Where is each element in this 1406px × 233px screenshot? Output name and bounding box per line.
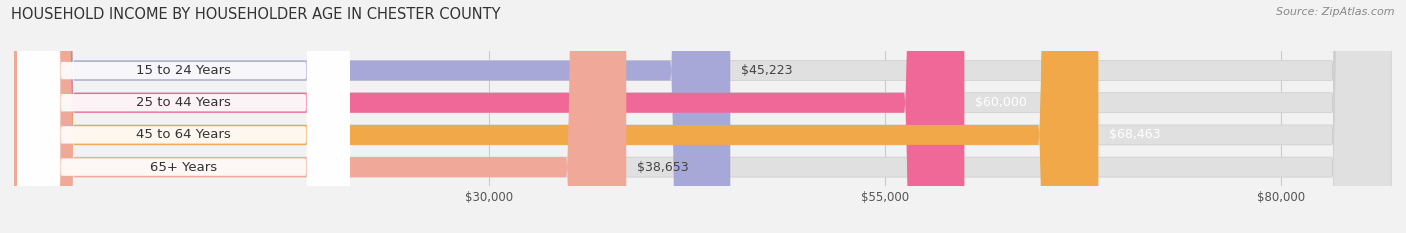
FancyBboxPatch shape [14, 0, 1392, 233]
Text: $60,000: $60,000 [976, 96, 1028, 109]
Text: $38,653: $38,653 [637, 161, 689, 174]
FancyBboxPatch shape [17, 0, 350, 233]
FancyBboxPatch shape [14, 0, 1392, 233]
Text: 15 to 24 Years: 15 to 24 Years [136, 64, 231, 77]
FancyBboxPatch shape [14, 0, 626, 233]
FancyBboxPatch shape [14, 0, 730, 233]
Text: 25 to 44 Years: 25 to 44 Years [136, 96, 231, 109]
FancyBboxPatch shape [17, 0, 350, 233]
FancyBboxPatch shape [14, 0, 1392, 233]
Text: 45 to 64 Years: 45 to 64 Years [136, 128, 231, 141]
Text: 65+ Years: 65+ Years [150, 161, 217, 174]
Text: Source: ZipAtlas.com: Source: ZipAtlas.com [1277, 7, 1395, 17]
FancyBboxPatch shape [17, 0, 350, 233]
FancyBboxPatch shape [17, 0, 350, 233]
Text: HOUSEHOLD INCOME BY HOUSEHOLDER AGE IN CHESTER COUNTY: HOUSEHOLD INCOME BY HOUSEHOLDER AGE IN C… [11, 7, 501, 22]
FancyBboxPatch shape [14, 0, 965, 233]
FancyBboxPatch shape [14, 0, 1392, 233]
Text: $45,223: $45,223 [741, 64, 793, 77]
Text: $68,463: $68,463 [1109, 128, 1161, 141]
FancyBboxPatch shape [14, 0, 1098, 233]
